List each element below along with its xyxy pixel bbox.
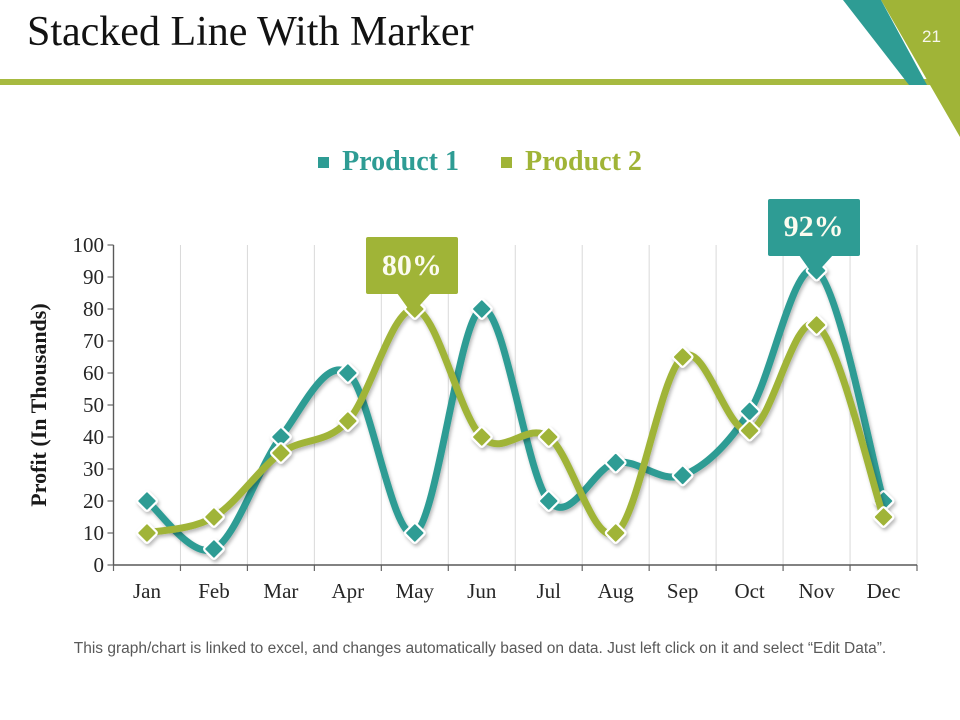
- legend-swatch: [501, 156, 512, 168]
- chart-legend: Product 1 Product 2: [0, 146, 960, 178]
- x-tick-label: Nov: [798, 579, 835, 603]
- legend-label: Product 1: [342, 146, 459, 177]
- marker-product-1-aug: [604, 451, 627, 474]
- y-tick-label: 40: [83, 425, 104, 449]
- y-axis-title: Profit (In Thousands): [26, 303, 51, 506]
- y-tick-label: 0: [94, 553, 105, 577]
- y-tick-label: 50: [83, 393, 104, 417]
- corner-triangle: [881, 0, 960, 137]
- legend-label: Product 2: [525, 146, 642, 177]
- y-tick-label: 80: [83, 297, 104, 321]
- callout-tail: [798, 254, 833, 276]
- callout-80-: 80%: [365, 237, 458, 314]
- marker-product-1-jun: [470, 298, 493, 320]
- marker-product-1-jan: [136, 490, 158, 512]
- marker-product-2-mar: [270, 442, 292, 464]
- marker-product-2-oct: [738, 419, 761, 442]
- marker-product-1-apr: [336, 362, 359, 384]
- y-tick-label: 70: [83, 329, 104, 353]
- x-tick-label: Jan: [133, 579, 161, 603]
- y-tick-label: 100: [73, 233, 105, 257]
- marker-product-2-jul: [537, 426, 560, 448]
- x-tick-label: Mar: [263, 579, 298, 603]
- y-tick-label: 10: [83, 521, 104, 545]
- callout-label: 80%: [365, 237, 458, 294]
- x-tick-label: Aug: [598, 579, 635, 603]
- x-tick-label: Jul: [536, 579, 561, 603]
- y-tick-label: 20: [83, 489, 104, 513]
- marker-product-2-apr: [336, 410, 359, 432]
- marker-product-2-jun: [470, 426, 493, 448]
- x-tick-label: Dec: [867, 579, 901, 603]
- legend-item-product-2[interactable]: Product 2: [501, 146, 642, 178]
- marker-product-2-aug: [604, 522, 627, 544]
- corner-stripe: [843, 0, 927, 85]
- line-chart[interactable]: 0 10 20 30 40 50 60 70 80 90 100 Jan Feb Mar Apr May Jun…: [0, 185, 960, 625]
- x-tick-label: Apr: [332, 579, 365, 603]
- y-tick-label: 60: [83, 361, 104, 385]
- marker-product-2-feb: [203, 506, 225, 528]
- x-tick-label: Feb: [198, 579, 230, 603]
- x-tick-label: Jun: [467, 579, 497, 603]
- callout-label: 92%: [767, 198, 860, 256]
- marker-product-1-feb: [203, 538, 225, 560]
- x-tick-label: Oct: [734, 579, 764, 603]
- legend-item-product-1[interactable]: Product 1: [318, 146, 459, 178]
- x-tick-label: May: [396, 579, 435, 603]
- marker-product-1-mar: [270, 426, 292, 448]
- marker-product-2-jan: [136, 522, 158, 544]
- slide-title: Stacked Line With Marker: [27, 9, 474, 55]
- marker-product-2-dec: [872, 506, 895, 528]
- callout-tail: [396, 293, 431, 314]
- legend-swatch: [318, 156, 330, 168]
- marker-product-1-sep: [671, 464, 694, 487]
- y-tick-label: 90: [83, 265, 104, 289]
- series-product-1: [136, 259, 895, 560]
- title-underline: [0, 79, 931, 85]
- marker-product-1-jul: [537, 490, 560, 512]
- x-tick-label: Sep: [667, 579, 699, 603]
- callout-92-: 92%: [767, 198, 860, 276]
- marker-product-1-may: [403, 522, 426, 544]
- marker-product-2-sep: [671, 346, 694, 368]
- y-tick-label: 30: [83, 457, 104, 481]
- footer-note: This graph/chart is linked to excel, and…: [73, 640, 887, 657]
- page-number: 21: [922, 27, 941, 46]
- corner-decoration: 21: [843, 0, 960, 137]
- marker-product-1-oct: [738, 400, 761, 423]
- marker-product-2-nov: [805, 314, 828, 336]
